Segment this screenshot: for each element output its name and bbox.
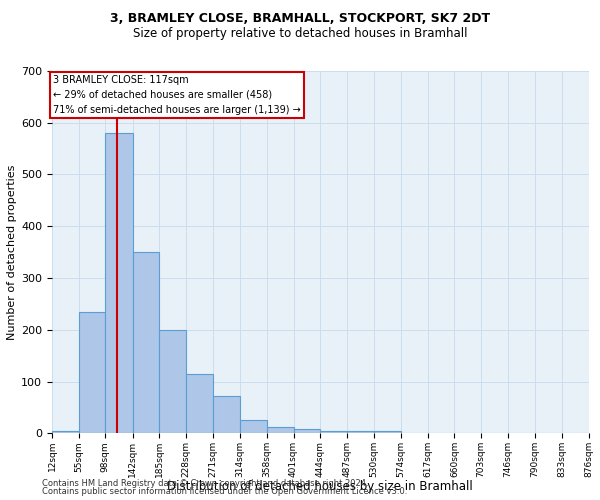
Bar [52,430,79,434]
Bar [267,427,293,434]
Bar [213,396,239,434]
Text: Size of property relative to detached houses in Bramhall: Size of property relative to detached ho… [133,28,467,40]
Bar [347,430,374,434]
Bar [239,420,267,434]
Bar [186,374,213,434]
Text: Contains public sector information licensed under the Open Government Licence v3: Contains public sector information licen… [42,488,407,496]
Text: 3 BRAMLEY CLOSE: 117sqm
← 29% of detached houses are smaller (458)
71% of semi-d: 3 BRAMLEY CLOSE: 117sqm ← 29% of detache… [53,75,301,114]
Bar [320,430,347,434]
Bar [106,133,133,434]
Bar [160,330,186,434]
Text: Contains HM Land Registry data © Crown copyright and database right 2024.: Contains HM Land Registry data © Crown c… [42,478,368,488]
Bar [374,430,401,434]
Y-axis label: Number of detached properties: Number of detached properties [7,164,17,340]
Bar [293,429,320,434]
Bar [133,252,160,434]
Text: 3, BRAMLEY CLOSE, BRAMHALL, STOCKPORT, SK7 2DT: 3, BRAMLEY CLOSE, BRAMHALL, STOCKPORT, S… [110,12,490,26]
Bar [79,312,106,434]
X-axis label: Distribution of detached houses by size in Bramhall: Distribution of detached houses by size … [167,480,473,493]
